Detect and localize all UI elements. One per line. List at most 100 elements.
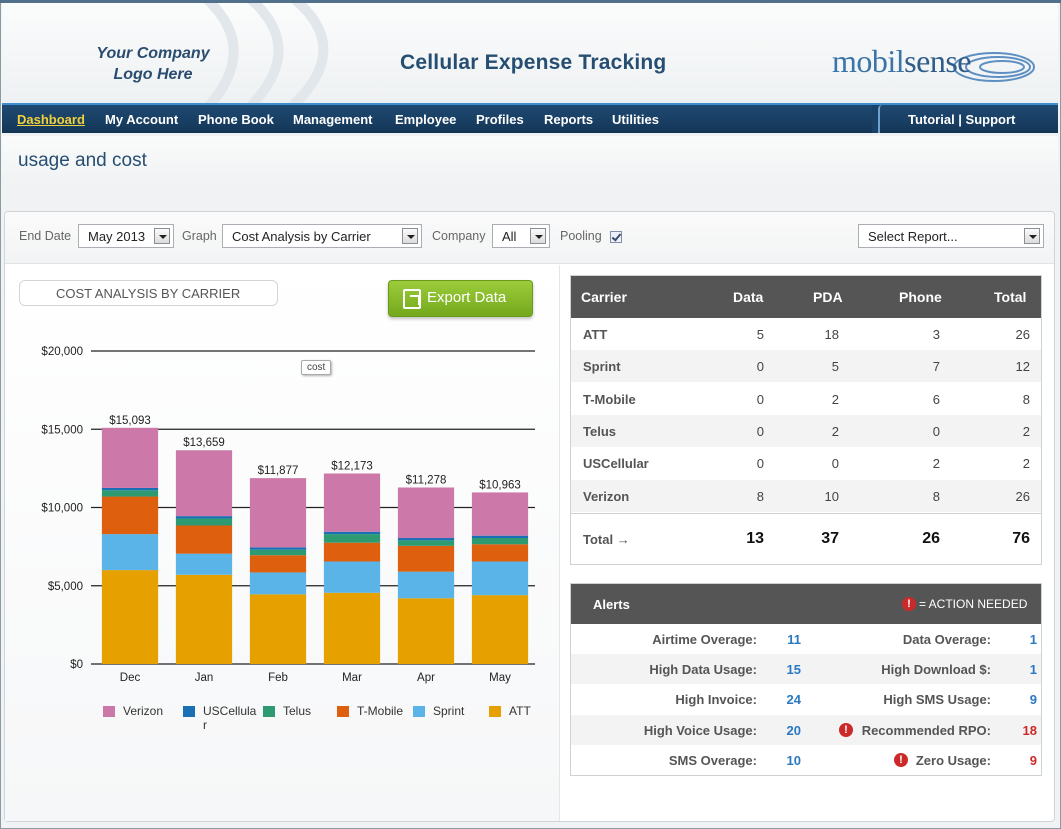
select-report-dropdown[interactable]: Select Report... — [858, 224, 1044, 248]
chart-area: COST ANALYSIS BY CARRIER Export Data $0 $… — [5, 265, 560, 821]
bar-segment-sprint — [323, 561, 381, 593]
alert-row: SMS Overage: 10! Zero Usage: 9 — [571, 745, 1041, 775]
legend-swatch — [337, 706, 349, 717]
bar-segment-t-mobile — [397, 545, 455, 572]
bar-segment-telus — [175, 518, 233, 526]
total-data: 13 — [746, 530, 764, 547]
y-tick-label: $20,000 — [41, 346, 83, 358]
nav-item-utilities[interactable]: Utilities — [612, 112, 659, 127]
carrier-name: ATT — [583, 327, 608, 342]
carrier-name: Telus — [583, 423, 616, 439]
bar-segment-att — [471, 595, 529, 664]
alert-count[interactable]: 9 — [1029, 752, 1037, 768]
carrier-total: 2 — [1022, 456, 1030, 472]
alert-row: Airtime Overage: 11 Data Overage: 1 — [571, 624, 1041, 654]
y-tick-label: $5,000 — [48, 581, 83, 593]
alert-count[interactable]: 24 — [786, 692, 801, 708]
action-needed-icon: ! — [894, 752, 908, 767]
brand-part-2: sense — [904, 43, 971, 79]
alert-label: Zero Usage: — [915, 752, 991, 768]
action-needed-legend: = ACTION NEEDED — [919, 597, 1028, 611]
nav-item-reports[interactable]: Reports — [544, 112, 594, 127]
page-title: usage and cost — [18, 150, 147, 171]
header-phone: Phone — [899, 289, 942, 305]
alerts-header: Alerts ! = ACTION NEEDED — [571, 584, 1041, 624]
carrier-phone: 6 — [932, 391, 940, 407]
carrier-name: Sprint — [583, 359, 621, 375]
bar-total-label: $13,659 — [183, 437, 225, 449]
company-logo-placeholder: Your Company Logo Here — [88, 43, 218, 85]
bar-segment-verizon — [249, 478, 307, 548]
alert-count[interactable]: 10 — [786, 752, 801, 768]
company-select[interactable]: All — [492, 224, 550, 248]
app-title: Cellular Expense Tracking — [400, 51, 667, 74]
alert-count[interactable]: 11 — [787, 632, 801, 647]
alert-count[interactable]: 9 — [1029, 692, 1037, 708]
alert-label: High Voice Usage: — [643, 722, 757, 738]
carrier-pda: 0 — [831, 456, 839, 472]
chevron-down-icon[interactable] — [530, 228, 546, 244]
end-date-label: End Date — [19, 229, 72, 243]
export-data-button[interactable]: Export Data — [388, 280, 533, 317]
graph-label: Graph — [182, 229, 217, 243]
alert-label: High Download $: — [881, 662, 991, 678]
carrier-pda: 18 — [824, 327, 839, 342]
y-tick-label: $0 — [70, 659, 83, 671]
bar-segment-telus — [323, 534, 381, 543]
bar-segment-sprint — [175, 553, 233, 575]
tutorial-support-link[interactable]: Tutorial | Support — [908, 112, 1016, 127]
carrier-pda: 10 — [824, 488, 839, 504]
bar-segment-uscellular — [323, 531, 381, 535]
main-nav: Dashboard My Account Phone Book Manageme… — [2, 103, 1058, 133]
bar-segment-att — [249, 594, 307, 664]
alert-label: High SMS Usage: — [883, 692, 991, 708]
nav-item-dashboard[interactable]: Dashboard — [17, 112, 85, 127]
alert-count[interactable]: 1 — [1029, 632, 1037, 647]
carrier-data: 0 — [756, 359, 764, 375]
logo-line-1: Your Company — [96, 45, 210, 62]
nav-item-employee[interactable]: Employee — [395, 112, 457, 127]
bar-segment-telus — [471, 538, 529, 545]
legend-label: USCellula r — [203, 704, 257, 732]
carrier-row: Verizon 8 10 8 26 — [571, 479, 1041, 512]
alert-count[interactable]: 15 — [786, 662, 801, 678]
chevron-down-icon[interactable] — [402, 228, 418, 244]
bar-segment-uscellular — [397, 538, 455, 541]
total-pda: 37 — [821, 530, 839, 547]
nav-item-profiles[interactable]: Profiles — [476, 112, 524, 127]
bar-segment-att — [397, 598, 455, 664]
bar-segment-verizon — [471, 492, 529, 536]
carrier-row: Sprint 0 5 7 12 — [571, 350, 1041, 383]
header-swoosh-decoration — [203, 3, 329, 103]
action-needed-icon: ! — [902, 597, 916, 611]
nav-item-management[interactable]: Management — [293, 112, 373, 127]
mobilsense-logo: mobilsense — [832, 43, 971, 80]
bar-segment-verizon — [323, 473, 381, 532]
alert-count[interactable]: 18 — [1022, 722, 1037, 738]
nav-item-phone-book[interactable]: Phone Book — [198, 112, 274, 127]
end-date-select[interactable]: May 2013 — [78, 224, 174, 248]
alert-count[interactable]: 20 — [786, 722, 801, 738]
x-tick-label: May — [489, 672, 511, 684]
pooling-checkbox[interactable] — [610, 231, 622, 243]
carrier-total: 12 — [1015, 359, 1030, 375]
graph-select[interactable]: Cost Analysis by Carrier — [222, 224, 422, 248]
company-label: Company — [432, 229, 486, 243]
alert-count[interactable]: 1 — [1029, 662, 1037, 678]
carrier-pda: 2 — [831, 423, 839, 439]
carrier-table-header: Carrier Data PDA Phone Total — [571, 276, 1041, 318]
nav-item-my-account[interactable]: My Account — [105, 112, 179, 127]
end-date-value: May 2013 — [88, 229, 146, 244]
bar-segment-t-mobile — [471, 544, 529, 562]
bar-segment-verizon — [175, 450, 233, 517]
filter-bar: End Date May 2013 Graph Cost Analysis by… — [5, 212, 1054, 264]
legend-swatch — [489, 706, 501, 717]
chevron-down-icon[interactable] — [1024, 228, 1040, 244]
chevron-down-icon[interactable] — [154, 228, 170, 244]
nav-right-bar: Tutorial | Support — [878, 105, 1058, 133]
legend-swatch — [413, 706, 425, 717]
carrier-total: 26 — [1015, 488, 1030, 504]
bar-segment-uscellular — [101, 487, 159, 491]
carrier-row: T-Mobile 0 2 6 8 — [571, 383, 1041, 415]
header-data: Data — [733, 289, 764, 305]
